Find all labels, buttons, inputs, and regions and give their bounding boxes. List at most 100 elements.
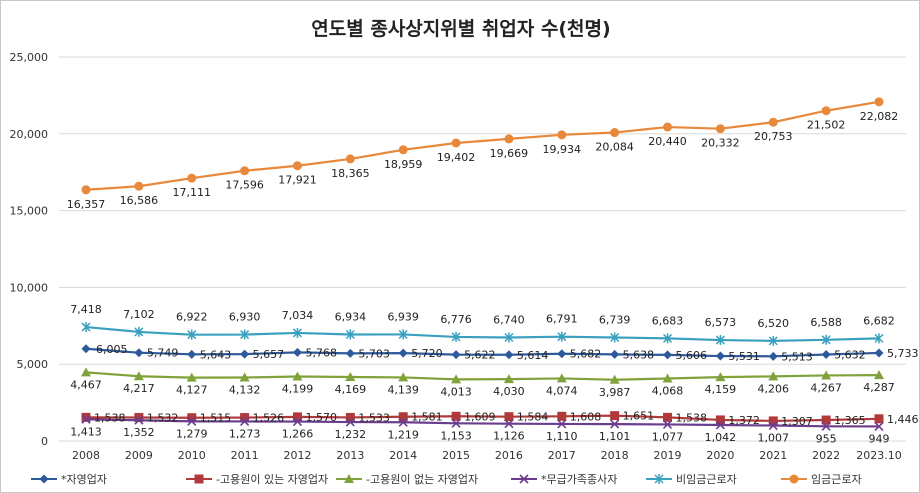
data-point xyxy=(504,412,514,422)
data-point xyxy=(398,329,408,340)
data-label: 21,502 xyxy=(807,119,846,132)
data-label: 5,513 xyxy=(781,350,813,363)
data-label: 1,538 xyxy=(676,411,708,424)
data-label: 1,581 xyxy=(411,411,443,424)
data-point xyxy=(557,331,567,342)
data-label: 5,657 xyxy=(253,348,285,361)
y-axis: 0 5,000 10,000 15,000 20,000 25,000 xyxy=(10,51,49,448)
data-point xyxy=(504,419,514,429)
data-point xyxy=(292,161,302,171)
x-tick-label: 2010 xyxy=(178,449,206,462)
data-label: 4,169 xyxy=(335,383,367,396)
data-label: 1,584 xyxy=(517,411,549,424)
data-point xyxy=(398,417,408,427)
data-point xyxy=(292,371,303,381)
data-label: 4,267 xyxy=(810,381,842,394)
legend-label: 임금근로자 xyxy=(811,473,862,486)
x-tick-label: 2023.10 xyxy=(856,449,902,462)
y-tick-label: 0 xyxy=(41,435,48,448)
data-label: 1,153 xyxy=(440,429,472,442)
data-label: 1,126 xyxy=(493,430,525,443)
x-tick-label: 2012 xyxy=(283,449,311,462)
y-tick-label: 25,000 xyxy=(10,51,49,64)
data-label: 1,570 xyxy=(305,411,337,424)
data-label: 17,596 xyxy=(225,179,264,192)
data-label: 20,440 xyxy=(648,135,687,148)
data-point xyxy=(81,344,91,354)
data-label: 6,934 xyxy=(335,310,367,323)
data-point xyxy=(821,334,831,345)
data-label: 4,287 xyxy=(863,381,895,394)
x-tick-label: 2019 xyxy=(654,449,682,462)
data-point xyxy=(504,332,514,343)
data-label: 5,614 xyxy=(517,349,549,362)
data-labels: 6,005 5,749 5,643 5,657 5,768 5,703 5,720 5,622… xyxy=(67,110,919,446)
y-tick-label: 15,000 xyxy=(10,205,49,218)
data-point xyxy=(133,371,144,381)
data-label: 7,418 xyxy=(70,303,102,316)
data-label: 5,531 xyxy=(728,350,760,363)
legend-label: 비임금근로자 xyxy=(676,473,737,486)
series xyxy=(81,97,884,195)
data-label: 16,586 xyxy=(120,194,159,207)
data-point xyxy=(610,332,620,343)
series xyxy=(81,367,884,384)
data-label: 4,159 xyxy=(705,383,737,396)
data-label: 5,638 xyxy=(623,348,655,361)
data-label: 1,533 xyxy=(358,411,390,424)
data-point xyxy=(292,347,302,357)
series-line xyxy=(85,414,880,423)
legend-item: -고용원이 있는 자영업자 xyxy=(186,473,328,486)
data-label: 20,753 xyxy=(754,130,793,143)
series xyxy=(81,322,884,346)
x-tick-label: 2015 xyxy=(442,449,470,462)
data-point xyxy=(519,474,529,484)
data-point xyxy=(451,350,461,360)
data-point xyxy=(134,181,144,191)
data-point xyxy=(556,373,567,383)
data-label: 949 xyxy=(869,432,890,445)
data-point xyxy=(134,412,144,422)
chart-title: 연도별 종사상지위별 취업자 수(천명) xyxy=(311,18,610,40)
data-point xyxy=(451,418,461,428)
data-point xyxy=(610,128,620,138)
data-point xyxy=(187,413,197,423)
legend-item: *자영업자 xyxy=(31,473,107,486)
data-point xyxy=(292,327,302,338)
data-label: 1,609 xyxy=(464,410,496,423)
series-line xyxy=(85,100,880,191)
data-label: 6,683 xyxy=(652,314,684,327)
data-label: 1,307 xyxy=(781,415,813,428)
data-point xyxy=(663,122,673,132)
data-point xyxy=(344,474,354,483)
data-point xyxy=(81,414,91,424)
data-label: 6,739 xyxy=(599,313,631,326)
data-label: 6,791 xyxy=(546,313,578,326)
data-point xyxy=(81,367,91,377)
data-label: 1,273 xyxy=(229,427,261,440)
series xyxy=(81,344,884,361)
data-label: 1,446 xyxy=(887,413,919,426)
data-label: 5,720 xyxy=(411,347,443,360)
data-point xyxy=(821,415,831,425)
x-tick-label: 2009 xyxy=(125,449,153,462)
data-point xyxy=(557,130,567,140)
data-label: 1,526 xyxy=(253,412,285,425)
data-label: 1,279 xyxy=(176,427,208,440)
data-point xyxy=(81,185,91,195)
data-point xyxy=(821,106,831,116)
series-line xyxy=(85,371,880,381)
series-line xyxy=(85,347,880,358)
data-label: 1,219 xyxy=(387,428,419,441)
series xyxy=(81,414,884,431)
data-point xyxy=(557,349,567,359)
data-point xyxy=(398,412,408,422)
data-point xyxy=(240,166,250,176)
y-tick-label: 10,000 xyxy=(10,281,49,294)
data-label: 4,068 xyxy=(652,385,684,398)
data-point xyxy=(610,349,620,359)
data-point xyxy=(874,421,884,431)
data-label: 1,651 xyxy=(623,410,655,423)
series-line xyxy=(85,325,880,342)
